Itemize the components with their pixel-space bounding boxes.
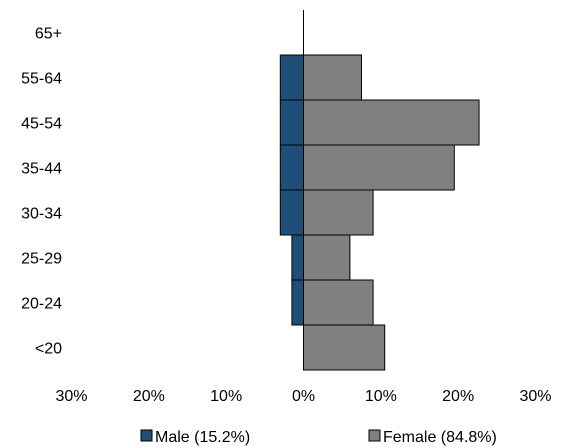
legend-swatch	[140, 429, 153, 442]
y-tick-label: 30-34	[21, 206, 62, 223]
x-tick-label: 10%	[365, 388, 397, 405]
y-tick-label: 45-54	[21, 116, 62, 133]
y-tick-label: <20	[35, 341, 62, 358]
legend: Male (15.2%) Female (84.8%)	[140, 429, 497, 446]
female-bar-3	[303, 189, 374, 236]
male-bar-5	[279, 99, 304, 146]
female-bar-0	[303, 324, 386, 371]
x-tick-label: 10%	[210, 388, 242, 405]
y-tick-label: 55-64	[21, 71, 62, 88]
x-tick-label: 20%	[442, 388, 474, 405]
bars-group	[279, 54, 480, 371]
male-bar-1	[291, 279, 304, 326]
legend-label: Male (15.2%)	[155, 429, 250, 446]
female-bar-1	[303, 279, 374, 326]
y-tick-label: 35-44	[21, 161, 62, 178]
female-bar-2	[303, 234, 351, 281]
y-tick-label: 65+	[35, 26, 62, 43]
y-tick-labels: <20 20-24 25-29 30-34 35-44 45-54 55-64 65+	[21, 26, 62, 358]
male-bar-2	[291, 234, 304, 281]
female-bar-5	[303, 99, 480, 146]
legend-swatch	[368, 429, 381, 442]
y-tick-label: 25-29	[21, 251, 62, 268]
x-tick-label: 30%	[55, 388, 87, 405]
x-tick-labels: 30% 20% 10% 0% 10% 20% 30%	[55, 388, 551, 405]
legend-label: Female (84.8%)	[383, 429, 497, 446]
female-bar-4	[303, 144, 455, 191]
x-tick-label: 30%	[519, 388, 551, 405]
male-bar-3	[279, 189, 304, 236]
male-bar-6	[279, 54, 304, 101]
male-bar-4	[279, 144, 304, 191]
x-tick-label: 0%	[292, 388, 315, 405]
female-bar-6	[303, 54, 362, 101]
y-tick-label: 20-24	[21, 296, 62, 313]
x-tick-label: 20%	[133, 388, 165, 405]
